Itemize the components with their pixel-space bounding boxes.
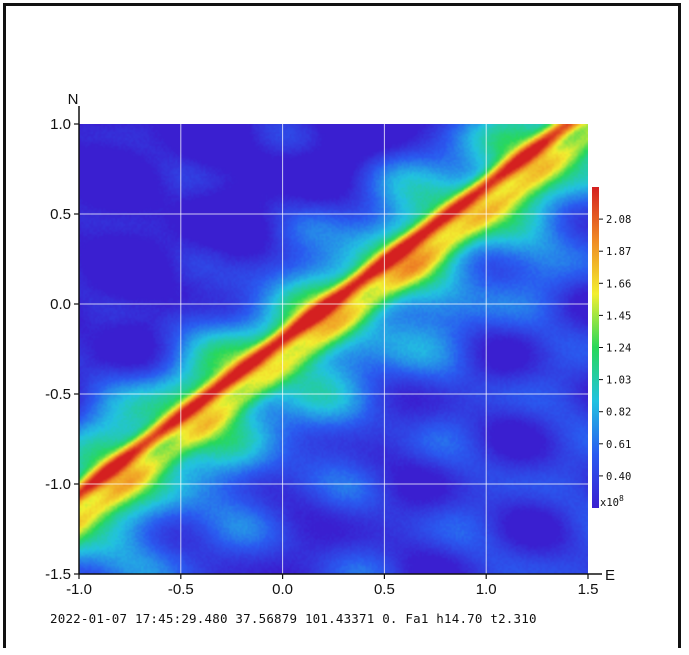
x-tick-label: -0.5 bbox=[168, 581, 194, 598]
plot-area bbox=[79, 124, 588, 574]
y-tick-label: 1.0 bbox=[50, 116, 71, 133]
y-tick-label: 0.5 bbox=[50, 206, 71, 223]
x-tick-label: 1.5 bbox=[578, 581, 599, 598]
colorbar-tick-label: 1.66 bbox=[606, 278, 631, 290]
colorbar-tick-label: 1.87 bbox=[606, 246, 631, 258]
colorbar-tick-label: 1.03 bbox=[606, 375, 631, 387]
colorbar-tick-label: 0.61 bbox=[606, 439, 631, 451]
x-tick-label: -1.0 bbox=[66, 581, 92, 598]
grid-lines bbox=[79, 124, 588, 574]
figure-frame bbox=[3, 3, 681, 648]
colorbar: 2.08 1.87 1.66 1.45 1.24 1.03 0.82 0.61 0.40 x108 bbox=[592, 187, 631, 509]
colorbar-multiplier: x108 bbox=[600, 494, 624, 509]
y-tick-label: -1.5 bbox=[45, 566, 71, 583]
y-tick-label: -1.0 bbox=[45, 476, 71, 493]
colorbar-tick-label: 2.08 bbox=[606, 214, 631, 226]
x-tick-label: 0.0 bbox=[272, 581, 293, 598]
y-tick-label: 0.0 bbox=[50, 296, 71, 313]
colorbar-tick-label: 0.82 bbox=[606, 407, 631, 419]
colorbar-tick-label: 1.24 bbox=[606, 343, 631, 355]
y-tick-label: -0.5 bbox=[45, 386, 71, 403]
x-tick-label: 1.0 bbox=[476, 581, 497, 598]
heatmap-field bbox=[79, 124, 588, 574]
x-axis-name: E bbox=[605, 567, 615, 584]
x-tick-label: 0.5 bbox=[374, 581, 395, 598]
status-footer: 2022-01-07 17:45:29.480 37.56879 101.433… bbox=[50, 611, 537, 626]
colorbar-gradient bbox=[592, 187, 599, 508]
colorbar-tick-label: 0.40 bbox=[606, 471, 631, 483]
y-axis-name: N bbox=[68, 91, 79, 108]
axes: NE1.00.50.0-0.5-1.0-1.5-1.0 -0.5 0.0 0.5 1.0… bbox=[45, 91, 615, 598]
colorbar-tick-label: 1.45 bbox=[606, 310, 631, 322]
